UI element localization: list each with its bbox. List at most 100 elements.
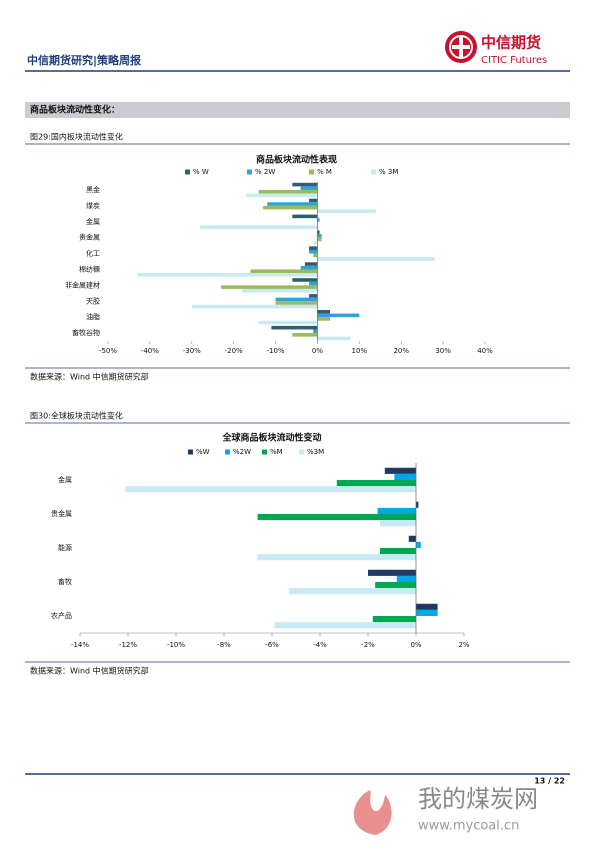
legend-label: %3M — [307, 448, 324, 456]
x-tick-label: 20% — [393, 347, 409, 355]
x-tick-label: 2% — [458, 641, 469, 649]
x-tick-label: -14% — [71, 641, 89, 649]
bar — [267, 202, 318, 206]
bar — [394, 473, 416, 480]
bar — [309, 294, 318, 298]
legend-label: % 2W — [255, 168, 275, 176]
bar — [275, 297, 318, 302]
x-tick-label: -8% — [217, 641, 231, 649]
x-tick-label: -4% — [313, 641, 327, 649]
legend-swatch — [247, 169, 252, 175]
figure-caption: 图30:全球板块流动性变化 — [30, 411, 123, 421]
bar — [408, 535, 416, 542]
bar — [416, 609, 438, 616]
category-label: 金属 — [58, 475, 72, 484]
legend-swatch — [309, 169, 314, 175]
bar — [336, 480, 416, 487]
logo — [445, 31, 477, 63]
x-tick-label: -20% — [225, 347, 243, 355]
category-label: 棉纺糖 — [79, 264, 100, 273]
legend-swatch — [299, 449, 304, 455]
figure-caption: 图29:国内板块流动性变化 — [30, 132, 123, 142]
page-number: 13 / 22 — [534, 777, 565, 786]
bar — [317, 230, 320, 235]
legend-label: %2W — [233, 448, 251, 456]
category-label: 化工 — [86, 249, 100, 258]
x-tick-label: -2% — [361, 641, 375, 649]
watermark-url: www.mycoal.cn — [418, 819, 519, 834]
x-tick-label: -10% — [167, 641, 185, 649]
bar — [384, 467, 416, 474]
bar — [313, 241, 318, 245]
bar — [300, 186, 318, 190]
category-label: 黑金 — [86, 185, 100, 194]
watermark-cn: 我的煤炭网 — [418, 785, 538, 813]
bar — [257, 554, 416, 561]
legend-label: %M — [270, 448, 283, 456]
bar — [191, 304, 318, 309]
bar — [377, 507, 416, 514]
bar — [309, 198, 318, 203]
bar — [313, 253, 318, 258]
x-tick-label: -6% — [265, 641, 279, 649]
x-tick-label: 0% — [312, 347, 323, 355]
category-label: 畜牧谷物 — [72, 328, 100, 337]
bar — [309, 249, 318, 254]
bar — [258, 320, 318, 325]
category-label: 金属 — [86, 217, 100, 226]
bar — [274, 622, 416, 629]
chart-title: 商品板块流动性表现 — [256, 154, 337, 166]
bar — [257, 514, 416, 521]
bar — [292, 333, 318, 337]
category-label: 煤炭 — [86, 201, 100, 210]
bar — [368, 569, 416, 576]
bar — [262, 205, 318, 210]
logo-en: CITIC Futures — [481, 55, 547, 66]
bar — [292, 214, 318, 219]
figure-source: 数据来源：Wind 中信期货研究部 — [30, 372, 149, 382]
bar — [317, 218, 320, 222]
x-tick-label: 10% — [352, 347, 368, 355]
bar — [271, 325, 318, 330]
bar — [317, 209, 377, 214]
category-label: 非金属建材 — [65, 280, 100, 289]
category-label: 贵金属 — [51, 509, 72, 518]
x-tick-label: -30% — [183, 347, 201, 355]
category-label: 畜牧 — [58, 577, 72, 586]
bar — [317, 257, 435, 261]
bar — [317, 317, 331, 321]
legend-swatch — [262, 449, 267, 455]
x-tick-label: -50% — [99, 347, 117, 355]
bar — [313, 329, 318, 334]
legend-label: % 3M — [379, 168, 398, 176]
bar — [380, 520, 416, 527]
section-title: 商品板块流动性变化： — [30, 104, 120, 116]
bar — [396, 575, 416, 582]
legend-label: %W — [196, 448, 210, 456]
bar — [246, 193, 318, 198]
legend-swatch — [371, 169, 376, 175]
bar — [275, 301, 318, 305]
category-label: 油脂 — [86, 312, 100, 321]
bar — [292, 278, 318, 282]
x-tick-label: 30% — [435, 347, 451, 355]
x-tick-label: 40% — [477, 347, 493, 355]
category-label: 能源 — [58, 543, 72, 552]
category-label: 农产品 — [51, 611, 72, 620]
bar — [317, 309, 331, 314]
x-tick-label: 0% — [410, 641, 421, 649]
section-band — [25, 102, 570, 118]
bar — [317, 336, 351, 341]
bar — [416, 501, 419, 508]
bar — [372, 616, 416, 623]
bar — [250, 269, 318, 274]
category-label: 贵金属 — [79, 233, 100, 242]
header-title: 中信期货研究|策略周报 — [27, 53, 142, 67]
bar — [288, 588, 416, 595]
bar — [300, 265, 318, 270]
bar — [221, 285, 318, 289]
bar — [416, 541, 421, 548]
bar — [309, 246, 318, 250]
